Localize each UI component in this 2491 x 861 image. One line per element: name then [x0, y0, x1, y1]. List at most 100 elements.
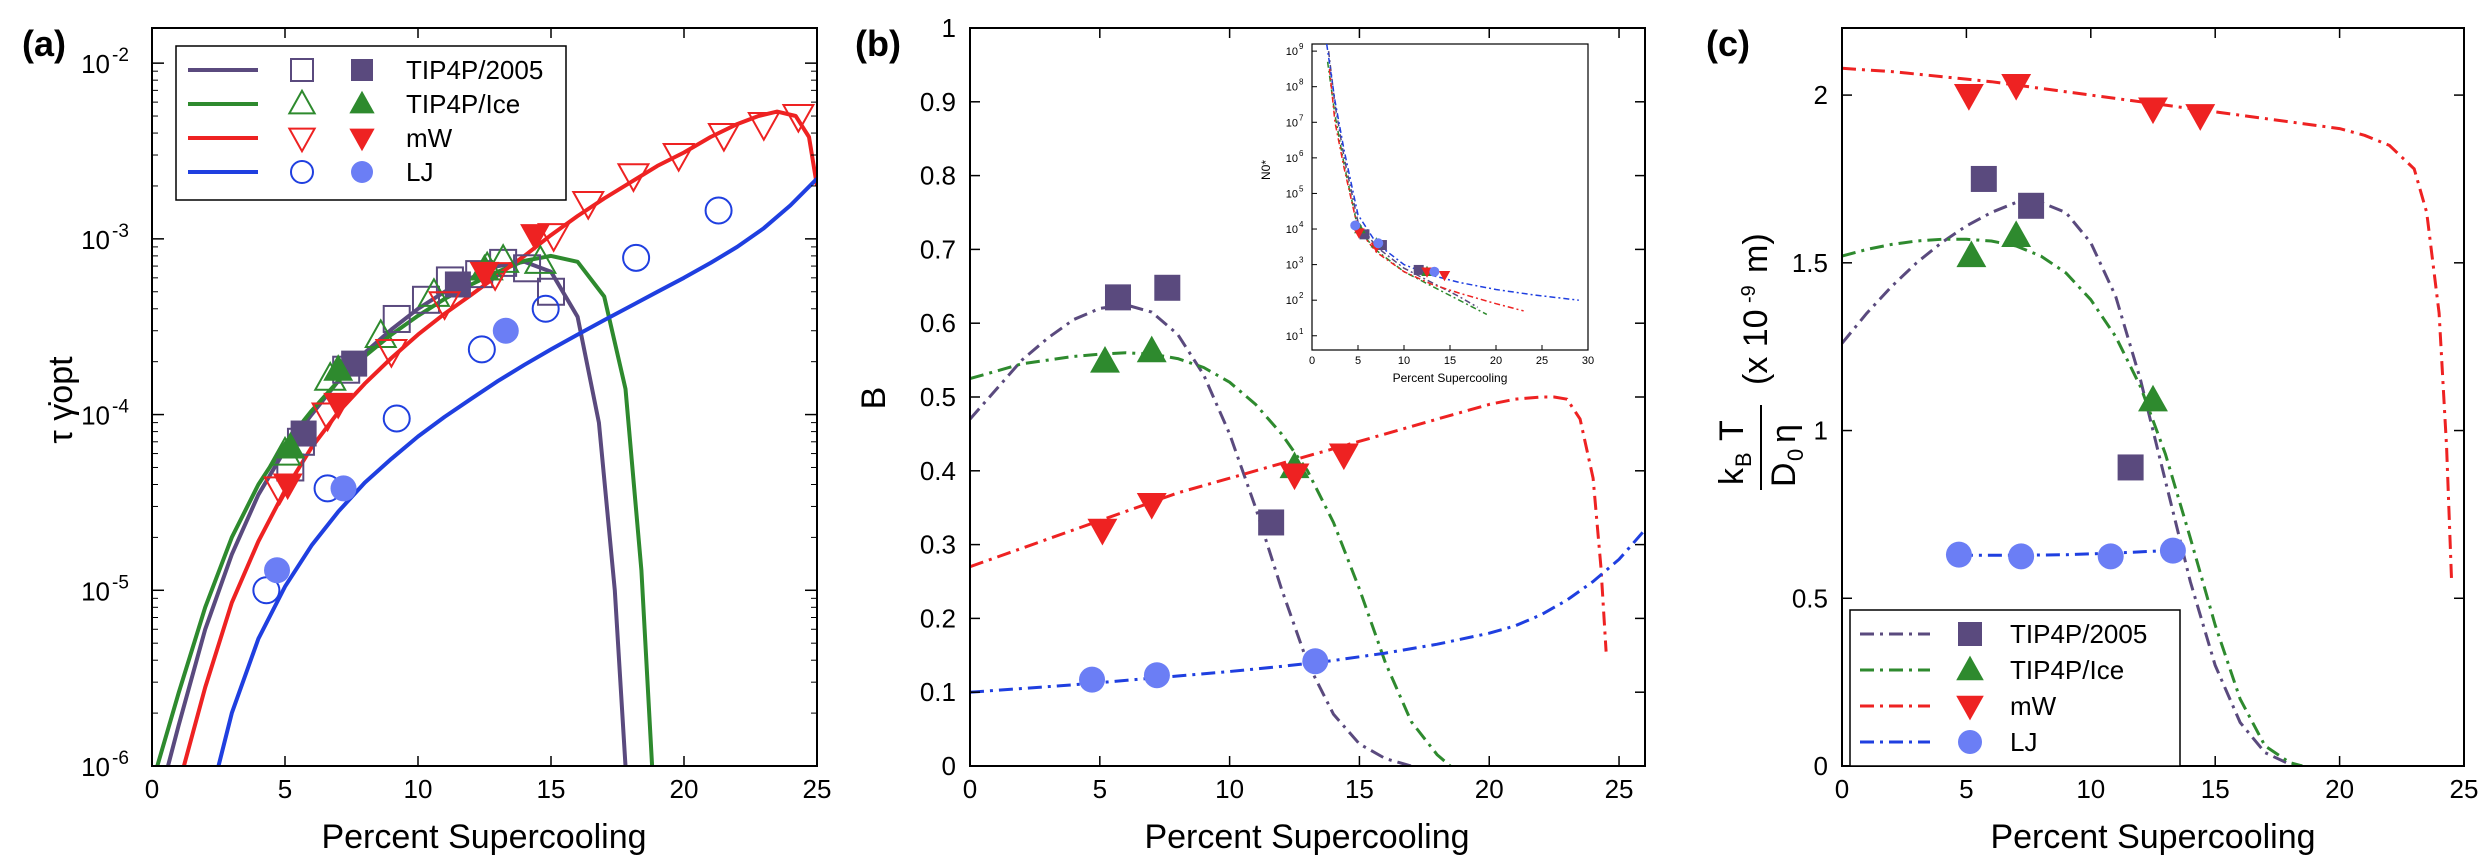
data-point-tip4p-ice [1956, 240, 1987, 268]
y-tick-label: 0.3 [920, 530, 956, 560]
inset-frame [1311, 43, 1589, 351]
data-point-lj [2159, 537, 2186, 564]
y-tick-label: 0.5 [1792, 583, 1828, 613]
data-point-mw-open [662, 142, 696, 173]
data-point-mw-open [374, 338, 409, 369]
data-point-mw-open [707, 122, 741, 153]
data-point-lj-filled [264, 557, 291, 584]
panel-c-xlabel: Percent Supercooling [1990, 818, 2315, 856]
x-tick-label: 20 [670, 774, 699, 804]
x-tick-label: 20 [1475, 774, 1504, 804]
y-tick-label-exp: -2 [112, 45, 129, 66]
legend-filled-marker-tip4p-ice [349, 90, 375, 114]
legend-filled-marker-mw [349, 128, 375, 152]
series-line-tip4p-ice-fit [1842, 237, 2303, 766]
ylabel-sub-0: 0 [1783, 449, 1808, 461]
legend-marker-mw [1956, 695, 1984, 721]
inset-y-tick-exp: 3 [1299, 256, 1304, 265]
y-tick-label: 0 [1814, 751, 1828, 781]
data-point-tip4p-ice-filled [323, 354, 354, 381]
inset-y-tick-base: 10 [1286, 46, 1298, 58]
panel-b-xlabel: Percent Supercooling [1144, 818, 1469, 856]
x-tick-label: 5 [1959, 774, 1973, 804]
inset-y-tick-base: 10 [1286, 224, 1298, 236]
y-tick-label: 0.7 [920, 234, 956, 264]
inset-point-lj [1350, 220, 1361, 231]
data-point-mw [2001, 73, 2032, 101]
data-point-lj [1143, 662, 1170, 689]
inset-y-tick-exp: 2 [1299, 291, 1304, 300]
inset-line-lj-fit [1325, 44, 1579, 301]
data-point-mw-open [427, 291, 462, 321]
inset-x-tick-label: 15 [1444, 355, 1456, 367]
x-tick-label: 10 [2076, 774, 2105, 804]
y-tick-label: 0.4 [920, 456, 956, 486]
inset-point-tip4p-2005 [1413, 264, 1424, 275]
data-point-tip4p-ice [1136, 335, 1167, 363]
data-point-mw [1279, 463, 1310, 491]
data-point-tip4p-2005 [1104, 284, 1131, 311]
series-line-lj-fit [1958, 548, 2173, 557]
x-tick-label: 10 [1215, 774, 1244, 804]
inset-point-lj [1429, 266, 1440, 277]
x-tick-label: 15 [537, 774, 566, 804]
y-tick-label-exp: -4 [112, 397, 129, 418]
x-tick-label: 5 [1093, 774, 1107, 804]
legend-label-lj: LJ [2010, 727, 2037, 757]
data-point-tip4p-ice-open [523, 244, 558, 274]
data-point-mw [2185, 104, 2216, 131]
data-point-lj [2097, 543, 2124, 570]
inset-y-tick-base: 10 [1286, 295, 1298, 307]
series-line-tip4p-2005 [166, 259, 628, 766]
inset-point-mw [1438, 271, 1451, 282]
inset-xlabel: Percent Supercooling [1393, 371, 1508, 385]
data-point-mw-open [747, 112, 781, 142]
data-point-tip4p-2005-open [537, 277, 565, 306]
inset-x-tick-label: 5 [1355, 355, 1361, 367]
legend-filled-marker-lj [351, 161, 373, 183]
panel-b-ylabel: B [855, 387, 893, 410]
series-line-tip4p-2005-fit [970, 303, 1412, 766]
inset-y-tick-exp: 1 [1299, 327, 1304, 336]
x-tick-label: 25 [2450, 774, 2479, 804]
y-tick-label: 0.2 [920, 603, 956, 633]
x-tick-label: 20 [2325, 774, 2354, 804]
x-tick-label: 0 [963, 774, 977, 804]
panel-a-xlabel: Percent Supercooling [321, 818, 646, 856]
panel-a-frame [151, 27, 818, 767]
panel-c: (c) 0 5 10 15 20 25 0 0.5 1 1.5 2 Percent Supercoo… [1706, 23, 2478, 856]
inset-y-tick-exp: 8 [1299, 78, 1304, 87]
y-tick-label: 0 [942, 751, 956, 781]
data-point-mw-open [781, 103, 816, 134]
inset-y-tick-base: 10 [1286, 188, 1298, 200]
legend-label-mw: mW [406, 123, 453, 153]
inset-y-tick-base: 10 [1286, 82, 1298, 94]
data-point-mw [1328, 443, 1359, 471]
legend-open-marker-tip4p-ice [287, 88, 317, 115]
inset-line-tip4p-2005-fit [1327, 51, 1478, 308]
y-tick-label: 1 [1814, 416, 1828, 446]
y-tick-label: 1.5 [1792, 248, 1828, 278]
y-tick-label-base: 10 [81, 752, 110, 782]
inset-y-tick-exp: 5 [1299, 184, 1304, 193]
series-line-tip4p-2005-fit [1842, 200, 2303, 766]
data-point-tip4p-ice-filled [275, 431, 306, 459]
data-point-mw-filled [272, 473, 303, 501]
data-point-lj-open [382, 404, 411, 433]
series-line-mw-fit [970, 395, 1608, 652]
data-point-mw [1953, 84, 1984, 111]
data-point-tip4p-ice [2001, 220, 2032, 248]
data-point-mw-open [616, 163, 651, 193]
y-tick-label: 1 [942, 13, 956, 43]
data-point-tip4p-ice-open [486, 243, 520, 273]
panel-a-ylabel: τ γ̇opt [42, 356, 80, 444]
panel-c-ylabel: k B T D 0 η (x 10 -9 m) [1713, 233, 1808, 490]
y-tick-label: 0.6 [920, 308, 956, 338]
data-point-mw [2138, 97, 2168, 125]
inset-line-mw-fit [1328, 68, 1524, 312]
data-point-tip4p-2005-open [382, 304, 411, 333]
data-point-lj-open [467, 335, 496, 364]
legend-label-tip4p-2005: TIP4P/2005 [2010, 619, 2147, 649]
y-tick-label: 0.1 [920, 677, 956, 707]
x-tick-label: 15 [2201, 774, 2230, 804]
